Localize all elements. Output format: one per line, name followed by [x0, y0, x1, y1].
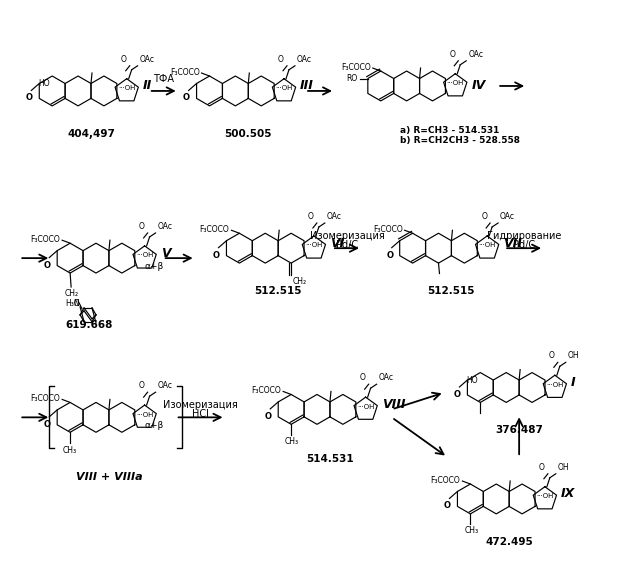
- Text: OAc: OAc: [500, 212, 515, 221]
- Text: ···OH: ···OH: [118, 85, 136, 91]
- Text: OAc: OAc: [297, 55, 312, 64]
- Text: O: O: [449, 50, 455, 59]
- Text: O: O: [308, 212, 314, 221]
- Text: I: I: [571, 376, 575, 389]
- Text: 472.495: 472.495: [485, 537, 533, 547]
- Text: 514.531: 514.531: [306, 454, 354, 464]
- Text: IX: IX: [561, 488, 575, 501]
- Text: OAc: OAc: [468, 50, 483, 59]
- Text: 500.505: 500.505: [225, 129, 272, 139]
- Text: ···OH: ···OH: [447, 80, 464, 86]
- Text: Pd/C: Pd/C: [513, 240, 535, 250]
- Text: HO: HO: [38, 79, 50, 88]
- Text: 619.668: 619.668: [65, 320, 113, 330]
- Text: O: O: [265, 412, 272, 421]
- Text: F₃COCO: F₃COCO: [252, 386, 281, 395]
- Text: F₃COCO: F₃COCO: [341, 63, 371, 72]
- Text: OAc: OAc: [379, 373, 394, 382]
- Text: O: O: [444, 501, 451, 510]
- Text: b) R=CH2CH3 - 528.558: b) R=CH2CH3 - 528.558: [399, 136, 520, 145]
- Text: II: II: [143, 80, 152, 93]
- Text: Pd/C: Pd/C: [336, 240, 358, 250]
- Text: 512.515: 512.515: [428, 286, 475, 296]
- Text: a) R=CH3 - 514.531: a) R=CH3 - 514.531: [399, 126, 499, 135]
- Text: α+β: α+β: [145, 262, 164, 271]
- Text: OAc: OAc: [157, 381, 173, 390]
- Text: V: V: [161, 246, 170, 259]
- Text: VI: VI: [330, 237, 344, 250]
- Text: O: O: [386, 251, 393, 259]
- Text: O: O: [278, 55, 284, 64]
- Text: HCl: HCl: [192, 409, 209, 419]
- Text: 404,497: 404,497: [67, 129, 115, 139]
- Text: 512.515: 512.515: [255, 286, 302, 296]
- Text: CH₂: CH₂: [293, 277, 307, 286]
- Text: VIII: VIII: [381, 398, 405, 411]
- Text: OH: OH: [558, 463, 570, 472]
- Text: CH₃: CH₃: [464, 526, 479, 535]
- Text: Изомеризация: Изомеризация: [310, 231, 384, 241]
- Text: CH₃: CH₃: [285, 437, 300, 446]
- Text: O: O: [44, 261, 51, 270]
- Text: OH: OH: [568, 351, 579, 360]
- Text: Гидрирование: Гидрирование: [487, 231, 561, 241]
- Text: ···OH: ···OH: [479, 242, 496, 249]
- Text: O: O: [481, 212, 487, 221]
- Text: F₃COCO: F₃COCO: [200, 225, 229, 234]
- Text: Изомеризация: Изомеризация: [163, 401, 238, 410]
- Text: 376.487: 376.487: [495, 425, 543, 435]
- Text: O: O: [44, 420, 51, 429]
- Text: O: O: [139, 222, 145, 231]
- Text: IV: IV: [471, 80, 486, 93]
- Text: O: O: [213, 251, 220, 259]
- Text: F₃COCO: F₃COCO: [373, 225, 403, 234]
- Text: N: N: [73, 299, 79, 308]
- Text: OAc: OAc: [327, 212, 342, 221]
- Text: ТФА: ТФА: [153, 74, 174, 84]
- Text: OAc: OAc: [140, 55, 155, 64]
- Text: ···OH: ···OH: [136, 252, 154, 258]
- Text: H₃C: H₃C: [65, 299, 79, 308]
- Text: F₃COCO: F₃COCO: [170, 68, 200, 77]
- Text: CH₂: CH₂: [65, 289, 79, 298]
- Text: O: O: [539, 463, 545, 472]
- Text: O: O: [454, 390, 461, 399]
- Text: F₃COCO: F₃COCO: [31, 394, 60, 403]
- Text: CH₃: CH₃: [63, 446, 77, 455]
- Text: VIII + VIIIa: VIII + VIIIa: [76, 472, 142, 482]
- Text: HO: HO: [467, 376, 478, 385]
- Text: α+β: α+β: [145, 421, 164, 430]
- Text: RO: RO: [347, 74, 358, 83]
- Text: ···OH: ···OH: [536, 493, 554, 499]
- Text: F₃COCO: F₃COCO: [431, 476, 460, 485]
- Text: ···OH: ···OH: [305, 242, 323, 249]
- Text: ···OH: ···OH: [136, 411, 154, 418]
- Text: F₃COCO: F₃COCO: [31, 235, 60, 244]
- Text: ···OH: ···OH: [275, 85, 292, 91]
- Text: VII: VII: [503, 237, 522, 250]
- Text: O: O: [121, 55, 127, 64]
- Text: O: O: [139, 381, 145, 390]
- Text: OAc: OAc: [157, 222, 173, 231]
- Text: ···OH: ···OH: [546, 382, 564, 387]
- Text: O: O: [26, 93, 33, 102]
- Text: III: III: [300, 80, 314, 93]
- Text: O: O: [183, 93, 190, 102]
- Text: O: O: [549, 351, 555, 360]
- Text: O: O: [360, 373, 365, 382]
- Text: ···OH: ···OH: [357, 403, 374, 410]
